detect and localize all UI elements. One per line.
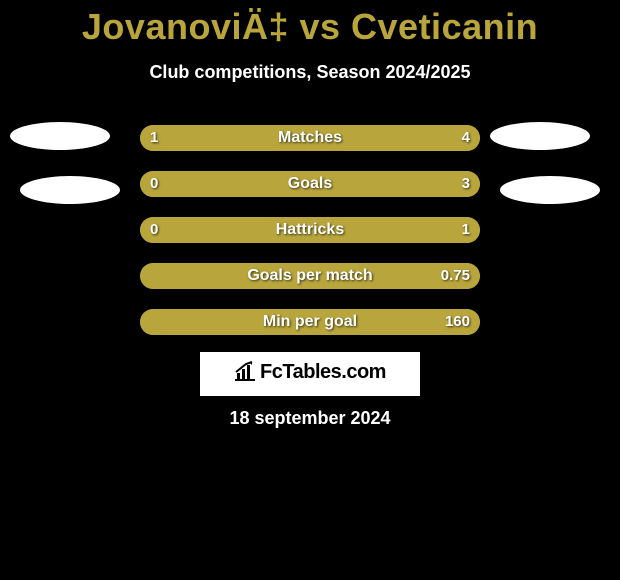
- bar-left: [140, 125, 198, 151]
- brand-logo-text: FcTables.com: [234, 361, 386, 387]
- avatar-ellipse: [500, 176, 600, 204]
- avatar-ellipse: [490, 122, 590, 150]
- brand-name: FcTables.com: [260, 361, 386, 383]
- brand-logo-box: FcTables.com: [200, 352, 420, 396]
- bar-right: [154, 263, 480, 289]
- avatar-ellipse: [10, 122, 110, 150]
- bar-right: [198, 125, 480, 151]
- bar-left: [140, 171, 154, 197]
- bar-right: [154, 309, 480, 335]
- stat-row: Matches14: [140, 125, 480, 151]
- date-line: 18 september 2024: [0, 408, 620, 429]
- bar-chart-icon: [234, 361, 256, 387]
- stat-row: Hattricks01: [140, 217, 480, 243]
- bar-left: [140, 263, 154, 289]
- bar-right: [154, 217, 480, 243]
- page-subtitle: Club competitions, Season 2024/2025: [0, 62, 620, 83]
- bar-left: [140, 309, 154, 335]
- bar-left: [140, 217, 154, 243]
- stat-row: Goals per match0.75: [140, 263, 480, 289]
- stat-row: Min per goal160: [140, 309, 480, 335]
- stat-row: Goals03: [140, 171, 480, 197]
- stat-rows: Matches14 Goals03 Hattricks01 Goals per mat…: [140, 125, 480, 355]
- page-title: JovanoviÄ‡ vs Cveticanin: [0, 0, 620, 48]
- avatar-ellipse: [20, 176, 120, 204]
- bar-right: [154, 171, 480, 197]
